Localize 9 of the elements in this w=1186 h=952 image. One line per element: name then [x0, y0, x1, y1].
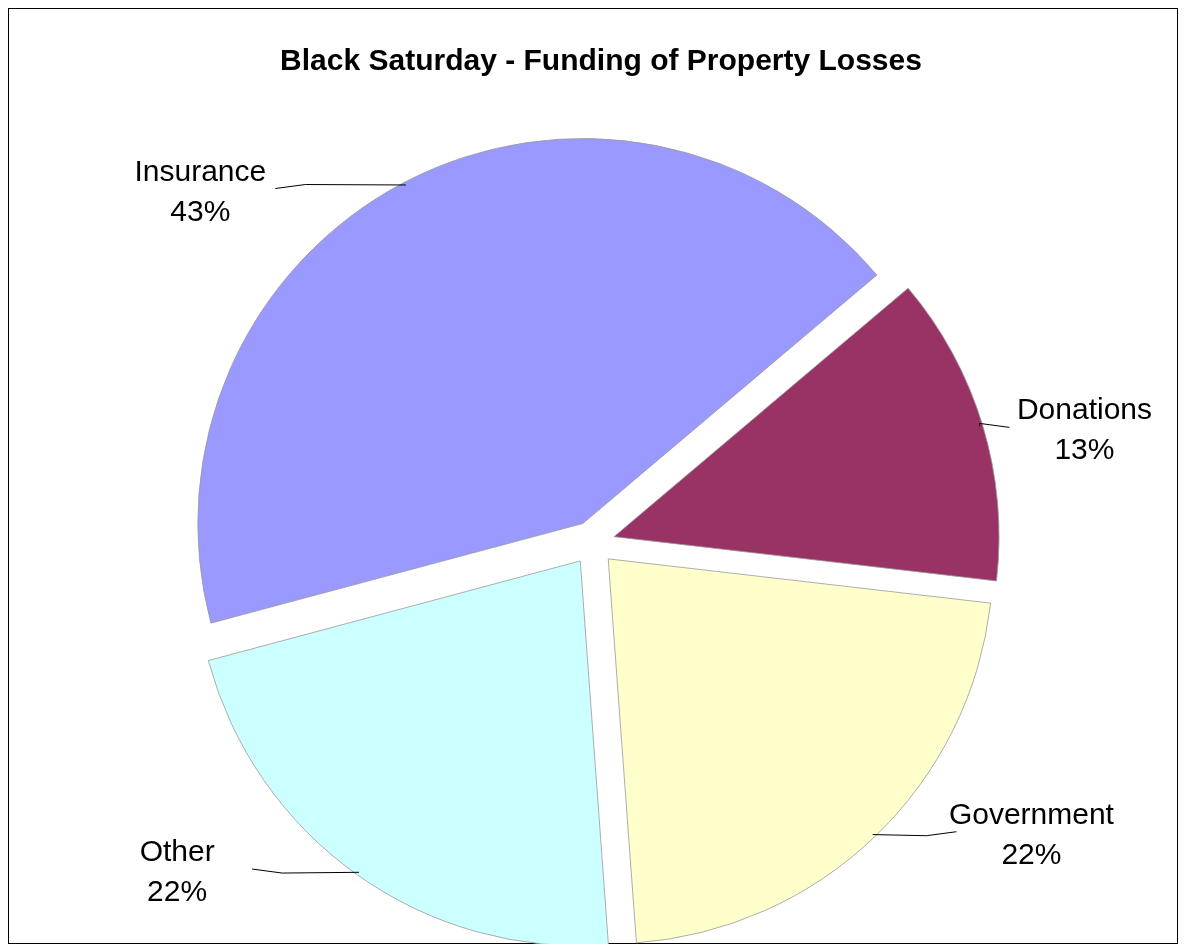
chart-title: Black Saturday - Funding of Property Losses: [280, 43, 922, 76]
slice-label: Government: [948, 796, 1115, 830]
slice-label: Insurance: [134, 153, 267, 187]
data-label: 22%: [147, 874, 208, 908]
slice-label: Other: [139, 834, 215, 868]
data-label: 22%: [1001, 836, 1062, 870]
data-label: 43%: [170, 193, 231, 227]
data-label: 13%: [1054, 432, 1115, 466]
slice-label: Donations: [1016, 392, 1153, 426]
